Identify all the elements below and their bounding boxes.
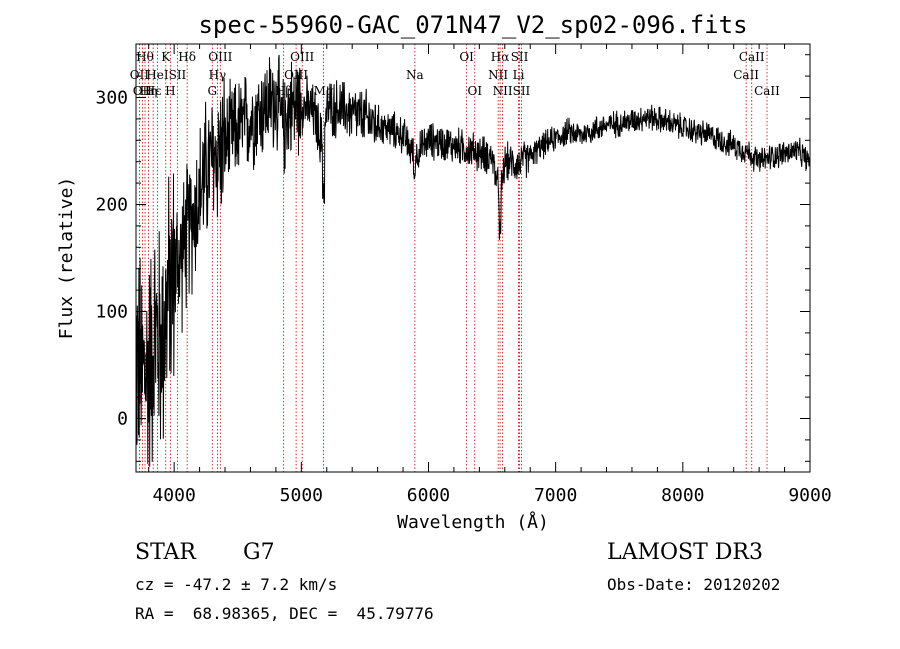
y-tick-label: 300 [95, 88, 128, 109]
spectral-line-label: Hθ [136, 50, 154, 64]
x-tick-label: 7000 [534, 485, 577, 506]
coordinates-readout: RA = 68.98365, DEC = 45.79776 [135, 604, 434, 623]
y-axis-label: Flux (relative) [56, 177, 77, 340]
spectral-line-label: SII [169, 68, 187, 82]
y-tick-label: 200 [95, 195, 128, 216]
object-class: STAR [135, 540, 196, 565]
spectral-line-label: SII [513, 84, 531, 98]
spectral-line-label: OII [130, 68, 150, 82]
y-tick-label: 100 [95, 302, 128, 323]
spectral-line-label: Mg [314, 84, 334, 98]
spectral-line-label: NII [488, 68, 508, 82]
spectral-line-label: SII [511, 50, 529, 64]
observation-date: Obs-Date: 20120202 [607, 575, 781, 594]
x-tick-label: 6000 [407, 485, 450, 506]
spectral-line-label: HeI [146, 68, 169, 82]
spectral-line-label: G [208, 84, 218, 98]
spectral-line-label: Li [513, 68, 525, 82]
spectral-line-label: OI [467, 84, 482, 98]
x-tick-label: 9000 [788, 485, 831, 506]
spectral-line-label: OIII [290, 50, 314, 64]
redshift-readout: cz = -47.2 ± 7.2 km/s [135, 575, 338, 594]
spectral-line-label: OIII [284, 68, 308, 82]
spectral-line-label: OIII [208, 50, 232, 64]
x-tick-label: 5000 [280, 485, 323, 506]
spectral-line-label: H [165, 84, 175, 98]
spectrum-series [135, 54, 811, 467]
spectral-line-label: OI [459, 50, 474, 64]
spectral-line-label: OII [133, 84, 153, 98]
x-tick-label: 4000 [152, 485, 195, 506]
y-tick-label: 0 [117, 409, 128, 430]
axis-ticks: 4000 5000 6000 7000 8000 9000 0 100 200 300 [95, 44, 832, 506]
spectrum-line [135, 54, 811, 467]
object-subclass: G7 [243, 540, 275, 565]
plot-frame [135, 43, 811, 473]
chart-title: spec-55960-GAC_071N47_V2_sp02-096.fits [198, 11, 747, 39]
x-axis-label: Wavelength (Å) [397, 511, 549, 533]
spectral-line-label: K [161, 50, 171, 64]
spectral-line-label: Hγ [209, 68, 227, 82]
spectral-line-label: CaII [733, 68, 759, 82]
spectral-line-label: CaII [754, 84, 780, 98]
spectral-line-label: Hα [491, 50, 510, 64]
spectral-line-label: Na [406, 68, 424, 82]
spectral-line-markers: OIIOIIHθHηHεHeIKHSIIHδGHγOIIIHβOIIIOIIIM… [130, 44, 780, 472]
spectral-line-label: Hε [145, 84, 162, 98]
survey-name: LAMOST DR3 [607, 540, 763, 565]
spectral-line-label: CaII [739, 50, 765, 64]
spectral-line-label: NII [493, 84, 513, 98]
x-tick-label: 8000 [661, 485, 704, 506]
spectral-line-label: Hδ [178, 50, 196, 64]
